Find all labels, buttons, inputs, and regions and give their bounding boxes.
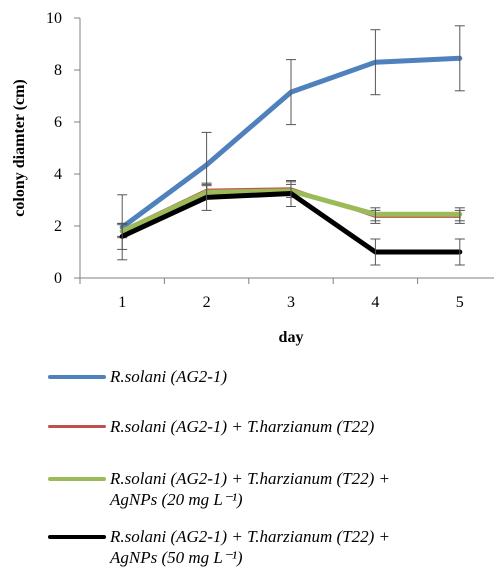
legend-swatch (48, 375, 106, 379)
series-layer (117, 25, 465, 266)
series-4 (117, 180, 465, 266)
legend-label-line: R.solani (AG2-1) (110, 367, 228, 386)
y-tick-label: 2 (54, 218, 62, 235)
series-1 (117, 25, 465, 261)
y-tick-label: 10 (46, 10, 62, 27)
legend-label-line: AgNPs (20 mg L⁻¹) (110, 490, 243, 509)
legend-swatch (48, 477, 106, 481)
legend-label-line: R.solani (AG2-1) + T.harzianum (T22) (110, 417, 375, 436)
x-tick-label: 4 (371, 294, 379, 311)
legend-label-line: AgNPs (50 mg L⁻¹) (110, 548, 243, 567)
legend-label: R.solani (AG2-1) + T.harzianum (T22) + Ag… (110, 526, 480, 568)
legend-label-line: R.solani (AG2-1) + T.harzianum (T22) + (110, 469, 390, 488)
y-tick-label: 8 (54, 62, 62, 79)
x-tick-label: 1 (118, 294, 126, 311)
legend-label: R.solani (AG2-1) + T.harzianum (T22) + Ag… (110, 468, 480, 510)
legend-label: R.solani (AG2-1) + T.harzianum (T22) (110, 416, 480, 437)
legend-label: R.solani (AG2-1) (110, 366, 480, 387)
x-tick-label: 5 (456, 294, 464, 311)
y-tick-label: 6 (54, 114, 62, 131)
legend-label-line: R.solani (AG2-1) + T.harzianum (T22) + (110, 527, 390, 546)
y-tick-label: 0 (54, 270, 62, 287)
x-axis-title: day (279, 329, 304, 346)
x-tick-label: 2 (203, 294, 211, 311)
y-axis-title: colony diamter (cm) (11, 79, 28, 216)
y-tick-label: 4 (54, 166, 62, 183)
legend-swatch (48, 535, 106, 539)
legend-swatch (48, 425, 106, 428)
x-tick-label: 3 (287, 294, 295, 311)
